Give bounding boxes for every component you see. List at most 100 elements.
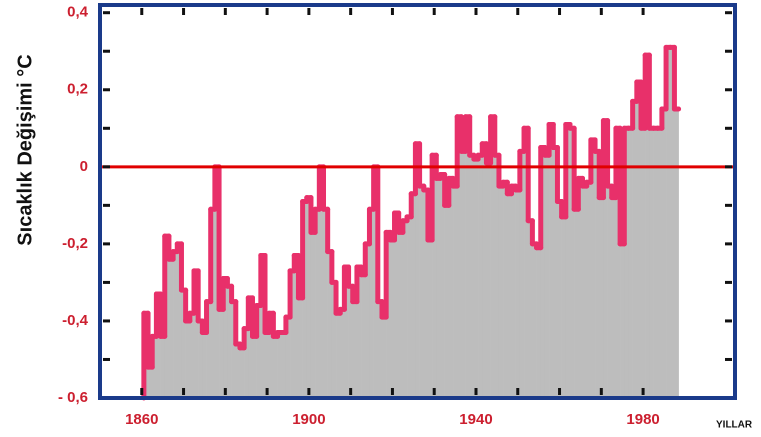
- area-step: [156, 293, 161, 398]
- area-step: [661, 109, 667, 398]
- area-step: [569, 128, 575, 398]
- area-step: [649, 128, 654, 398]
- area-step: [478, 155, 483, 398]
- area-step: [415, 143, 420, 398]
- area-step: [189, 313, 195, 398]
- area-step: [181, 290, 186, 398]
- area-step: [356, 267, 362, 398]
- area-step: [628, 128, 633, 398]
- y-tick-label: 0,2: [67, 81, 88, 98]
- area-step: [168, 259, 174, 398]
- area-step: [398, 232, 404, 398]
- area-step: [482, 143, 487, 398]
- area-step: [494, 155, 500, 398]
- area-step: [348, 286, 354, 398]
- area-step: [173, 251, 178, 398]
- area-step: [290, 270, 295, 398]
- area-step: [574, 209, 579, 398]
- plot-frame: [98, 3, 737, 400]
- area-step: [607, 186, 613, 398]
- y-tick-label: -0,2: [62, 235, 88, 252]
- area-step: [490, 116, 496, 398]
- area-step: [336, 313, 341, 398]
- area-step: [390, 240, 395, 398]
- area-step: [210, 209, 216, 398]
- area-step: [310, 232, 316, 398]
- area-step: [632, 101, 638, 398]
- area-step: [285, 317, 291, 398]
- y-tick-label: 0,4: [67, 4, 89, 21]
- area-step: [402, 220, 408, 398]
- area-step: [377, 301, 383, 398]
- y-axis-title: Sıcaklık Değişimi °C: [14, 54, 36, 245]
- area-step: [507, 193, 512, 398]
- area-step: [444, 205, 450, 398]
- area-step: [519, 151, 525, 398]
- area-step: [160, 336, 166, 398]
- area-step: [436, 178, 441, 398]
- x-tick-label: 1860: [125, 411, 158, 428]
- area-step: [666, 47, 671, 398]
- area-step: [227, 286, 232, 398]
- area-step: [193, 270, 199, 398]
- area-step: [298, 297, 303, 398]
- area-step: [578, 178, 583, 398]
- y-tick-label: -0,4: [62, 312, 89, 329]
- area-step: [319, 166, 324, 398]
- area-step: [511, 186, 516, 398]
- area-step: [553, 147, 558, 398]
- area-step: [327, 251, 333, 398]
- area-step: [381, 317, 387, 398]
- area-step: [657, 128, 663, 398]
- area-step: [256, 305, 262, 398]
- x-tick-label: 1940: [459, 411, 492, 428]
- area-step: [645, 55, 650, 399]
- area-step: [427, 240, 433, 398]
- area-step: [344, 267, 349, 398]
- area-step: [615, 128, 621, 398]
- area-step: [302, 201, 308, 398]
- area-step: [231, 301, 237, 398]
- area-step: [457, 116, 462, 398]
- area-step: [177, 243, 182, 398]
- area-step: [369, 209, 374, 398]
- area-step: [653, 128, 659, 398]
- area-step: [528, 220, 533, 398]
- area-step: [252, 336, 257, 398]
- area-step: [590, 139, 596, 398]
- x-axis-title: YILLAR: [716, 420, 753, 431]
- area-step: [624, 128, 629, 398]
- area-step: [641, 128, 646, 398]
- area-step: [273, 336, 278, 398]
- area-step: [352, 301, 358, 398]
- area-step: [503, 182, 508, 398]
- area-step: [440, 174, 445, 398]
- area-step: [557, 201, 562, 398]
- area-step: [148, 367, 153, 398]
- area-step: [532, 243, 537, 398]
- area-step: [549, 124, 554, 399]
- area-step: [465, 116, 471, 398]
- area-step: [603, 120, 608, 399]
- area-step: [674, 109, 679, 398]
- area-step: [419, 186, 425, 398]
- area-step: [599, 197, 604, 398]
- y-tick-label: - 0,6: [58, 389, 88, 406]
- area-step: [219, 309, 224, 398]
- area-step: [277, 332, 283, 398]
- area-step: [582, 186, 587, 398]
- area-step: [306, 197, 312, 398]
- area-step: [315, 209, 320, 398]
- area-step: [365, 243, 370, 398]
- area-step: [198, 320, 203, 398]
- area-step: [611, 197, 617, 398]
- area-step: [540, 147, 546, 398]
- area-step: [486, 162, 491, 398]
- area-step: [461, 151, 466, 398]
- area-step: [269, 313, 274, 398]
- area-step: [561, 216, 567, 398]
- area-step: [185, 320, 191, 398]
- area-step: [281, 332, 287, 398]
- area-step: [536, 247, 542, 398]
